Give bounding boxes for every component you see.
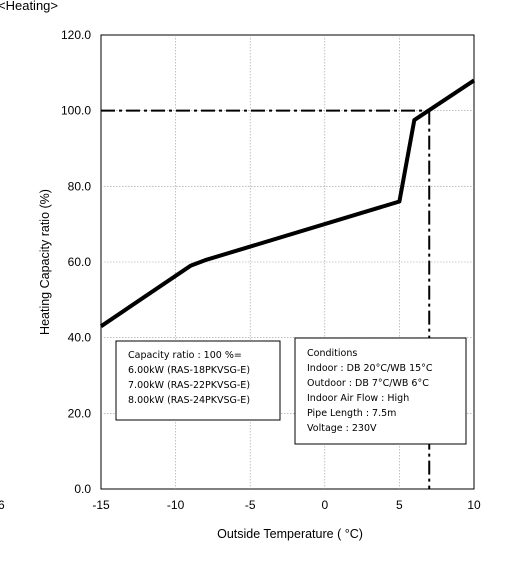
y-tick-label: 100.0: [61, 104, 91, 118]
x-axis-title: Outside Temperature ( °C): [217, 527, 363, 541]
conditions-note-line: Indoor : DB 20°C/WB 15°C: [307, 363, 433, 374]
conditions-note-frame: [294, 337, 467, 445]
x-tick-label: 5: [396, 498, 403, 512]
x-tick-label: -10: [167, 498, 185, 512]
section-label: <Heating>: [0, 0, 58, 13]
capacity-curve-line: [99, 78, 476, 328]
y-tick-label: 0.0: [74, 482, 91, 496]
conditions-note-line: Pipe Length : 7.5m: [307, 408, 396, 419]
y-tick-label: 40.0: [68, 331, 92, 345]
x-tick-label: 10: [467, 498, 481, 512]
conditions-note-line: Voltage : 230V: [307, 423, 377, 434]
capacity-note-line: 8.00kW (RAS-24PKVSG-E): [128, 395, 250, 406]
x-tick-labels: -15 -10 -5 0 5 10: [92, 498, 481, 512]
y-tick-label: 60.0: [68, 255, 92, 269]
capacity-note-line: 7.00kW (RAS-22PKVSG-E): [128, 380, 250, 391]
capacity-note-line: Capacity ratio : 100 %=: [128, 350, 242, 361]
conditions-note-line: Indoor Air Flow : High: [307, 393, 409, 404]
x-tick-label: -5: [245, 498, 256, 512]
y-tick-label: 20.0: [68, 406, 92, 420]
stray-label: 6: [0, 498, 5, 512]
data-series: [99, 78, 476, 328]
conditions-note-box: Conditions Indoor : DB 20°C/WB 15°C Outd…: [294, 337, 467, 445]
x-tick-label: 0: [321, 498, 328, 512]
reference-lines: [101, 109, 431, 489]
y-axis-title: Heating Capacity ratio (%): [38, 189, 52, 335]
x-tick-label: -15: [92, 498, 110, 512]
conditions-note-line: Conditions: [307, 348, 357, 359]
y-tick-labels: 0.0 20.0 40.0 60.0 80.0 100.0 120.0: [61, 28, 91, 496]
capacity-note-line: 6.00kW (RAS-18PKVSG-E): [128, 365, 250, 376]
capacity-note-box: Capacity ratio : 100 %= 6.00kW (RAS-18PK…: [115, 340, 281, 421]
y-tick-label: 80.0: [68, 179, 92, 193]
capacity-note-frame: [115, 340, 281, 421]
conditions-note-line: Outdoor : DB 7°C/WB 6°C: [307, 378, 429, 389]
y-tick-label: 120.0: [61, 28, 91, 42]
